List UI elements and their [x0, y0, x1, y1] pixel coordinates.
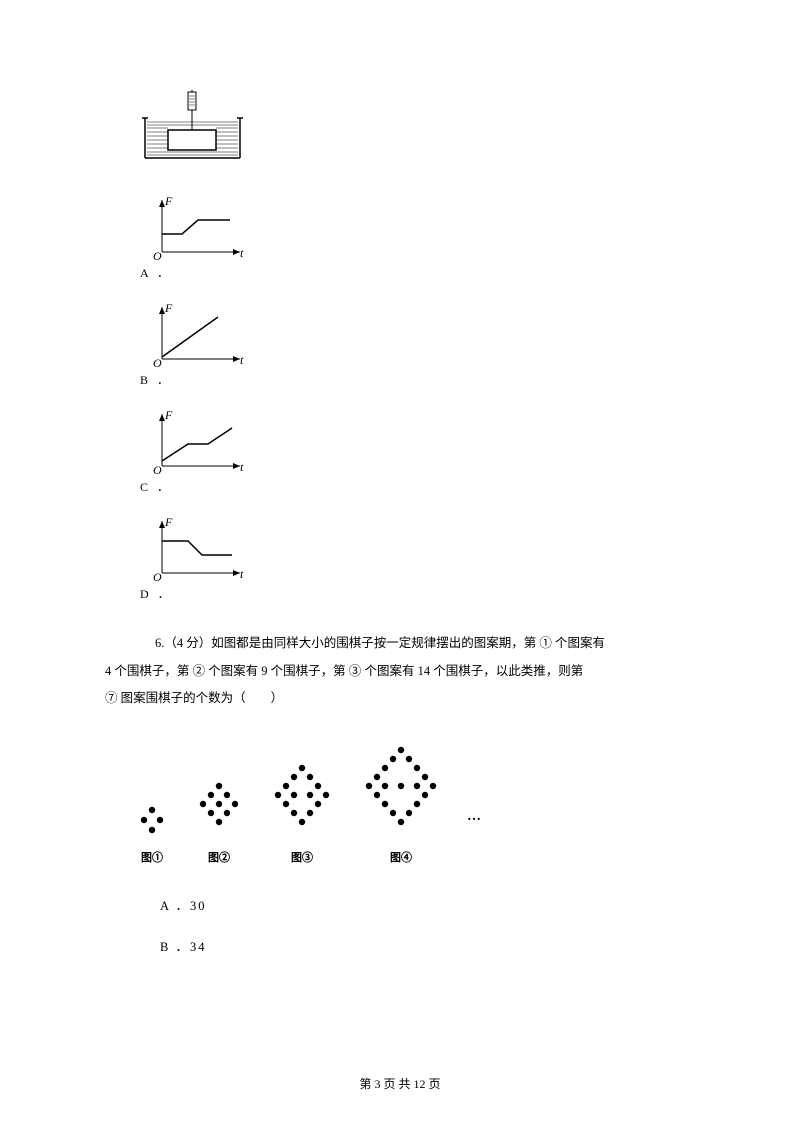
answer-b: B ．34 [160, 936, 690, 955]
option-b-letter: B ． [140, 371, 172, 388]
svg-text:F: F [164, 301, 173, 315]
circled-3: ③ [349, 664, 362, 678]
option-a-letter: A ． [140, 264, 172, 281]
pattern-3-label: 图③ [269, 849, 335, 865]
option-d-letter: D ． [140, 585, 173, 602]
pattern-row: 图① 图② 图③ [135, 743, 690, 865]
question-6-text: 6.（4 分）如图都是由同样大小的围棋子按一定规律摆出的图案期，第 ① 个图案有… [130, 630, 690, 713]
q6-seg3: 个图案有 14 个围棋子，以此类推，则第 [364, 664, 583, 678]
q6-seg4: 图案围棋子的个数为（ ） [121, 691, 284, 705]
graph-c: F t O [140, 406, 255, 476]
pattern-4-svg [360, 743, 442, 837]
pattern-4-label: 图④ [360, 849, 442, 865]
svg-text:O: O [153, 570, 162, 583]
pattern-3-svg [269, 761, 335, 837]
svg-text:t: t [240, 460, 244, 474]
svg-text:t: t [240, 246, 244, 260]
option-d: F t O D ． [140, 513, 690, 602]
svg-text:O: O [153, 463, 162, 476]
q6-prefix: 6.（4 分）如图都是由同样大小的围棋子按一定规律摆出的图案期，第 [155, 636, 536, 650]
page-footer: 第 3 页 共 12 页 [0, 1075, 800, 1092]
q6-seg1b: 4 个围棋子，第 [105, 664, 189, 678]
pattern-2: 图② [194, 779, 244, 865]
options-container: F t O A ． F t O B ． [130, 192, 690, 602]
pattern-2-label: 图② [194, 849, 244, 865]
option-b: F t O B ． [140, 299, 690, 388]
graph-a: F t O [140, 192, 255, 262]
setup-diagram [140, 90, 690, 172]
circled-1: ① [539, 636, 552, 650]
circled-2: ② [193, 664, 206, 678]
q6-seg2: 个图案有 9 个围棋子，第 [208, 664, 346, 678]
pattern-2-svg [194, 779, 244, 837]
svg-text:F: F [164, 515, 173, 529]
q6-seg1: 个图案有 [555, 636, 605, 650]
pattern-3: 图③ [269, 761, 335, 865]
circled-7: ⑦ [105, 691, 118, 705]
svg-text:O: O [153, 249, 162, 262]
page-content: F t O A ． F t O B ． [0, 0, 800, 1017]
svg-text:t: t [240, 353, 244, 367]
graph-b: F t O [140, 299, 255, 369]
svg-text:O: O [153, 356, 162, 369]
pattern-1: 图① [135, 803, 169, 865]
option-c: F t O C ． [140, 406, 690, 495]
option-c-letter: C ． [140, 478, 172, 495]
option-a: F t O A ． [140, 192, 690, 281]
svg-text:F: F [164, 194, 173, 208]
pattern-1-label: 图① [135, 849, 169, 865]
graph-d: F t O [140, 513, 255, 583]
svg-text:F: F [164, 408, 173, 422]
container-spring-svg [140, 90, 245, 168]
pattern-1-svg [135, 803, 169, 837]
pattern-4: 图④ [360, 743, 442, 865]
pattern-ellipsis: … [467, 809, 483, 865]
svg-text:t: t [240, 567, 244, 581]
answer-a: A ．30 [160, 895, 690, 914]
answers-block: A ．30 B ．34 [160, 895, 690, 955]
